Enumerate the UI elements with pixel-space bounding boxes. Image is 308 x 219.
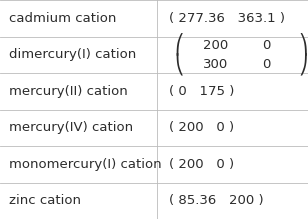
Text: mercury(II) cation: mercury(II) cation: [9, 85, 128, 98]
Text: ⎛
⎝: ⎛ ⎝: [174, 34, 184, 76]
Text: ( 0   175 ): ( 0 175 ): [169, 85, 235, 98]
Text: 300: 300: [203, 58, 229, 71]
Text: 200: 200: [203, 39, 229, 52]
Text: zinc cation: zinc cation: [9, 194, 81, 207]
Text: ( 277.36   363.1 ): ( 277.36 363.1 ): [169, 12, 286, 25]
Text: monomercury(I) cation: monomercury(I) cation: [9, 158, 162, 171]
Text: 0: 0: [262, 58, 270, 71]
Text: ⎞
⎠: ⎞ ⎠: [299, 34, 308, 76]
Text: ( 200   0 ): ( 200 0 ): [169, 158, 234, 171]
Text: ( 85.36   200 ): ( 85.36 200 ): [169, 194, 264, 207]
Text: ( 200   0 ): ( 200 0 ): [169, 121, 234, 134]
Text: dimercury(I) cation: dimercury(I) cation: [9, 48, 136, 61]
Text: 0: 0: [262, 39, 270, 52]
Text: mercury(IV) cation: mercury(IV) cation: [9, 121, 133, 134]
Text: cadmium cation: cadmium cation: [9, 12, 117, 25]
